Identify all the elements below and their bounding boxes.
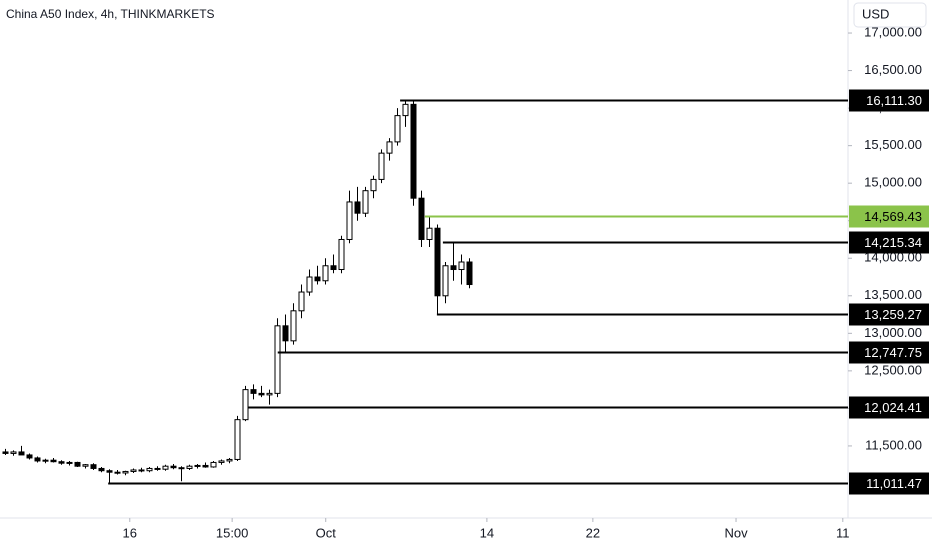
candle-body [410, 103, 417, 199]
candle-body [322, 265, 329, 282]
candle-body [202, 464, 209, 468]
candle-body [98, 467, 105, 472]
level-label-box [849, 341, 929, 364]
level-label-box [849, 89, 929, 112]
x-tick-label: 16 [123, 525, 137, 540]
y-tick-label: 15,000.00 [864, 175, 922, 190]
candle-body [66, 461, 73, 464]
y-tick-label: 16,500.00 [864, 62, 922, 77]
candle-body [162, 465, 169, 470]
candle-body [34, 457, 41, 462]
candle-body [154, 467, 161, 470]
y-tick-label: 13,500.00 [864, 287, 922, 302]
candle-body [418, 197, 425, 240]
candle-body [378, 152, 385, 180]
candle-body [298, 291, 305, 312]
candle-body [74, 461, 81, 467]
candle-body [2, 451, 9, 454]
candle-body [106, 470, 113, 473]
y-tick-label: 12,500.00 [864, 362, 922, 377]
candle-body [210, 461, 217, 468]
candle-body [426, 227, 433, 240]
x-tick-label: Nov [724, 525, 748, 540]
candle-body [458, 261, 465, 271]
candle-body [234, 419, 241, 460]
level-label: 11,011.47 [866, 476, 922, 491]
candle-body [194, 464, 201, 467]
candle-body [266, 392, 273, 396]
candle-body [282, 325, 289, 342]
candle-body [130, 469, 137, 472]
y-tick-label: 11,500.00 [865, 437, 922, 452]
candle-body [370, 178, 377, 192]
candle-body [434, 227, 441, 297]
candle-body [242, 389, 249, 421]
candle-body [218, 460, 225, 463]
candle-body [18, 451, 25, 456]
candle-body [362, 190, 369, 214]
candle-body [402, 103, 409, 117]
candle-body [354, 201, 361, 214]
candle-body [226, 458, 233, 462]
candle-body [274, 325, 281, 394]
x-tick-label: 22 [586, 525, 600, 540]
candle-body [82, 464, 89, 467]
level-label: 16,111.30 [866, 93, 922, 108]
level-label-box [849, 231, 929, 254]
candle-body [306, 276, 313, 293]
candle-body [338, 238, 345, 271]
candle-body [346, 201, 353, 240]
level-label: 14,215.34 [864, 235, 922, 250]
level-label-box [849, 396, 929, 419]
candle-body [26, 454, 33, 459]
candle-body [138, 469, 145, 472]
candle-body [442, 265, 449, 297]
level-label: 12,747.75 [864, 345, 922, 360]
candle-body [394, 115, 401, 143]
currency[interactable]: USD [862, 6, 889, 21]
x-tick-label: 15:00 [216, 525, 249, 540]
candle-body [386, 141, 393, 154]
y-tick-label: 13,000.00 [864, 325, 922, 340]
x-tick-label: 14 [480, 525, 494, 540]
candle-body [290, 310, 297, 342]
candle-body [178, 467, 185, 470]
candle-body [114, 471, 121, 474]
candle-body [58, 461, 65, 464]
candle-body [258, 392, 265, 396]
candle-body [450, 265, 457, 271]
level-label-box [849, 472, 929, 495]
candle-body [250, 389, 257, 394]
x-tick-label: Oct [316, 525, 337, 540]
candle-body [170, 465, 177, 469]
candle-body [10, 451, 17, 454]
level-label: 14,569.43 [864, 209, 922, 224]
candle-body [50, 459, 57, 463]
currency-box[interactable] [853, 2, 927, 28]
level-label-box [849, 205, 929, 228]
candle-body [146, 467, 153, 472]
chart-title: China A50 Index, 4h, THINKMARKETS [6, 7, 215, 21]
y-tick-label: 17,000.00 [864, 24, 922, 39]
y-tick-label: 15,500.00 [864, 137, 922, 152]
level-label: 12,024.41 [864, 400, 922, 415]
candle-body [90, 464, 97, 469]
level-label: 13,259.27 [864, 307, 922, 322]
candle-body [314, 276, 321, 282]
candle-body [330, 265, 337, 271]
level-label-box [849, 303, 929, 326]
candle-body [186, 465, 193, 469]
candle-body [122, 470, 129, 474]
candle-body [42, 459, 49, 462]
candle-body [466, 261, 473, 286]
x-tick-label: 11 [836, 525, 850, 540]
